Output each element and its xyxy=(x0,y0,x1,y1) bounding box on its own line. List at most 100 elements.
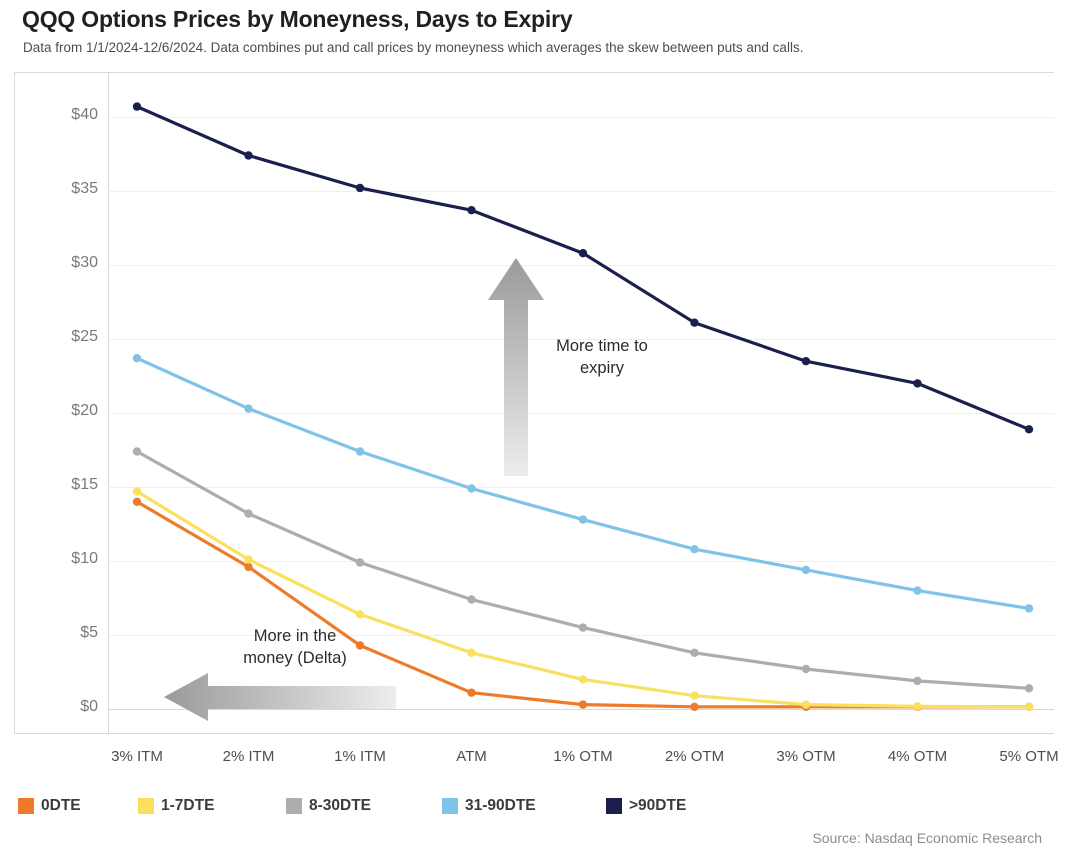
data-point xyxy=(132,354,142,363)
gridline xyxy=(108,487,1054,488)
data-point xyxy=(467,206,476,215)
y-axis-tick-label: $10 xyxy=(71,550,98,567)
annotation-more-in-the-money: More in the money (Delta) xyxy=(243,627,347,668)
y-axis-line xyxy=(108,72,109,734)
y-axis-tick-label: $0 xyxy=(80,698,98,715)
gridline xyxy=(108,191,1054,192)
series-lines xyxy=(132,102,1034,711)
data-point xyxy=(1024,425,1034,434)
x-axis-tick-label: 5% OTM xyxy=(999,748,1059,765)
data-point xyxy=(467,484,476,493)
data-point xyxy=(578,700,588,709)
data-point xyxy=(801,357,811,366)
data-point xyxy=(355,183,365,193)
data-point xyxy=(801,664,811,674)
data-point xyxy=(690,691,699,700)
data-point xyxy=(132,487,142,496)
legend-label: 1-7DTE xyxy=(161,797,215,814)
data-point xyxy=(355,610,365,619)
legend-item-8-30DTE[interactable]: 8-30DTE xyxy=(286,795,371,817)
legend-swatch-icon xyxy=(286,798,302,814)
data-point xyxy=(244,509,253,518)
legend-swatch-icon xyxy=(606,798,622,814)
data-point xyxy=(578,675,588,684)
y-axis-tick-label: $40 xyxy=(71,106,98,123)
legend-label: 8-30DTE xyxy=(309,797,372,814)
data-point xyxy=(690,648,699,657)
legend-item->90DTE[interactable]: >90DTE xyxy=(606,795,686,817)
gridline xyxy=(108,265,1054,266)
x-axis-tick-label: 3% OTM xyxy=(776,748,836,765)
series->90DTE xyxy=(132,102,1034,434)
x-axis-tick-label: 2% OTM xyxy=(664,748,725,765)
legend-label: >90DTE xyxy=(629,797,687,814)
legend-swatch-icon xyxy=(138,798,154,814)
gridline xyxy=(108,635,1054,636)
x-axis-tick-label: 2% ITM xyxy=(222,748,275,765)
data-point xyxy=(690,318,699,327)
data-point xyxy=(913,379,922,388)
y-axis-tick-label: $5 xyxy=(80,624,98,641)
data-point xyxy=(913,586,922,595)
gridline xyxy=(108,561,1054,562)
gridline xyxy=(108,339,1054,340)
legend-label: 31-90DTE xyxy=(465,797,536,814)
data-point xyxy=(801,565,811,575)
x-axis-tick-label: 4% OTM xyxy=(887,748,948,765)
legend-item-0DTE[interactable]: 0DTE xyxy=(18,795,81,817)
plot-area xyxy=(108,73,1054,733)
legend-swatch-icon xyxy=(18,798,34,814)
data-point xyxy=(467,595,476,604)
legend-item-1-7DTE[interactable]: 1-7DTE xyxy=(138,795,214,817)
data-point xyxy=(467,688,476,697)
annotation-more-time-to-expiry: More time to expiry xyxy=(556,337,648,378)
data-point xyxy=(132,102,142,111)
data-point xyxy=(355,558,365,567)
data-point xyxy=(244,151,253,160)
data-point xyxy=(132,447,142,456)
up-arrow-icon xyxy=(488,258,544,476)
data-point xyxy=(132,497,142,506)
y-axis-tick-label: $35 xyxy=(71,180,98,197)
series-8-30DTE xyxy=(132,447,1034,693)
data-point xyxy=(913,676,922,686)
legend-item-31-90DTE[interactable]: 31-90DTE xyxy=(442,795,536,817)
data-point xyxy=(578,623,588,632)
data-point xyxy=(355,641,365,650)
gridline xyxy=(108,413,1054,414)
data-point xyxy=(244,404,253,413)
data-point xyxy=(244,562,253,572)
chart-frame xyxy=(14,72,1054,734)
gridline xyxy=(108,117,1054,118)
data-point xyxy=(690,545,699,554)
chart-subtitle: Data from 1/1/2024-12/6/2024. Data combi… xyxy=(23,40,804,55)
data-point xyxy=(690,702,699,711)
left-arrow-icon xyxy=(164,673,396,721)
gridline xyxy=(108,709,1054,710)
data-point xyxy=(1024,684,1034,693)
data-point xyxy=(467,648,476,657)
data-point xyxy=(1024,604,1034,613)
x-axis-tick-label: 1% ITM xyxy=(334,748,386,765)
data-point xyxy=(244,555,253,564)
data-point xyxy=(913,702,922,711)
series-1-7DTE xyxy=(132,487,1034,711)
source-note: Source: Nasdaq Economic Research xyxy=(812,830,1042,846)
x-axis-tick-label: 1% OTM xyxy=(553,748,613,765)
data-point xyxy=(355,447,365,456)
data-point xyxy=(578,515,588,524)
y-axis-tick-label: $30 xyxy=(71,254,98,271)
data-point xyxy=(801,700,811,709)
data-point xyxy=(1024,702,1034,711)
legend-swatch-icon xyxy=(442,798,458,814)
page-title: QQQ Options Prices by Moneyness, Days to… xyxy=(22,6,573,32)
y-axis-tick-label: $25 xyxy=(71,328,98,345)
x-axis-tick-label: ATM xyxy=(456,748,487,765)
data-point xyxy=(578,249,588,258)
legend-label: 0DTE xyxy=(41,797,81,814)
x-axis-tick-label: 3% ITM xyxy=(111,748,163,765)
y-axis-tick-label: $20 xyxy=(71,402,98,419)
series-31-90DTE xyxy=(132,354,1034,613)
y-axis-tick-label: $15 xyxy=(71,476,98,493)
